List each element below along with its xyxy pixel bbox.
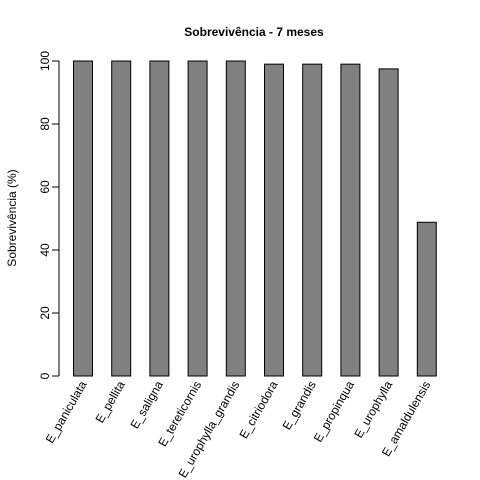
x-tick-label: E_grandis [280,379,319,433]
bar-e-paniculata [73,60,93,377]
bar-e-propinqua [340,63,361,377]
bar-e-saligna [149,60,170,377]
x-tick-label: E_paniculata [43,378,90,445]
x-tick-label: E_pellita [93,378,128,425]
bar-e-citriodora [264,63,284,377]
x-tick-label: E_urophylla [351,378,395,440]
bars-group [73,60,437,377]
y-tick-label: 80 [38,117,52,131]
bar-e-grandis [302,63,323,377]
bar-e-pellita [111,60,132,377]
bar-e-amaldulensis [416,221,437,377]
y-axis-label: Sobrevivência (%) [5,169,19,266]
bar-e-urophylla-grandis [225,60,246,377]
y-tick-label: 60 [38,180,52,194]
x-tick-label: E_propinqua [311,378,357,444]
y-axis: 0 20 40 60 80 100 [38,51,60,379]
x-tick-label: E_saligna [128,378,167,431]
y-tick-label: 40 [38,243,52,257]
y-tick-label: 100 [38,51,52,71]
x-axis-labels: E_paniculata E_pellita E_salignaE_teretico… [43,378,434,480]
chart-title: Sobrevivência - 7 meses [184,25,324,39]
y-tick-label: 0 [38,372,52,379]
y-tick-label: 20 [38,306,52,320]
bar-e-urophylla [378,68,399,377]
bar-e-tereticornis [187,60,208,377]
x-tick-label: E_citriodora [236,378,280,441]
